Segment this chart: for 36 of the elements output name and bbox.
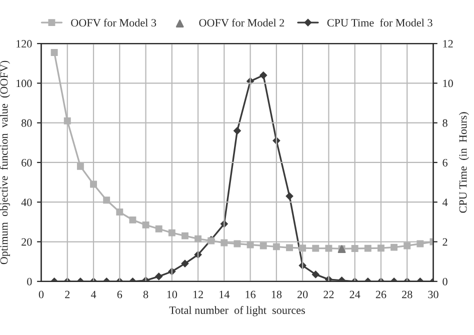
x-axis-title: Total number of light sources xyxy=(169,306,305,316)
x-tick-label: 22 xyxy=(324,290,334,298)
x-tick-label: 12 xyxy=(193,290,203,298)
y2-tick-label: 2 xyxy=(442,238,448,246)
y-tick-label: 60 xyxy=(22,158,32,166)
x-tick-label: 30 xyxy=(428,290,438,298)
y-tick-label: 120 xyxy=(16,40,32,48)
x-tick-label: 18 xyxy=(272,290,282,298)
y2-tick-label: 8 xyxy=(442,119,448,127)
y2-tick-label: 4 xyxy=(442,198,448,206)
x-tick-label: 10 xyxy=(167,290,178,298)
x-tick-label: 26 xyxy=(376,290,386,298)
x-tick-label: 14 xyxy=(220,290,230,298)
x-tick-label: 28 xyxy=(402,290,412,298)
y2-tick-label: 6 xyxy=(442,158,448,166)
y-tick-label: 40 xyxy=(21,198,32,206)
legend-label: OOFV for Model 2 xyxy=(199,18,284,27)
x-tick-label: 16 xyxy=(246,290,256,298)
y-tick-label: 0 xyxy=(27,278,32,286)
y-tick-label: 80 xyxy=(22,119,32,127)
y2-tick-label: 10 xyxy=(443,80,453,88)
x-tick-label: 20 xyxy=(298,290,308,298)
y2-axis-title: CPU Time (in Hours) xyxy=(458,112,470,213)
x-tick-label: 24 xyxy=(350,290,360,298)
legend-label: OOFV for Model 3 xyxy=(71,18,156,27)
legend-label: CPU Time for Model 3 xyxy=(327,18,432,27)
x-tick-label: 6 xyxy=(117,290,122,298)
y-tick-label: 20 xyxy=(22,238,32,246)
x-tick-label: 4 xyxy=(90,290,96,298)
y-tick-label: 100 xyxy=(16,80,32,88)
x-tick-label: 8 xyxy=(143,290,148,298)
x-tick-label: 0 xyxy=(38,290,44,298)
y2-tick-label: 0 xyxy=(442,278,448,286)
y-axis-title: Optimum objective function value (OOFV) xyxy=(0,60,10,264)
x-tick-label: 2 xyxy=(65,290,70,298)
y2-tick-label: 12 xyxy=(443,40,453,48)
